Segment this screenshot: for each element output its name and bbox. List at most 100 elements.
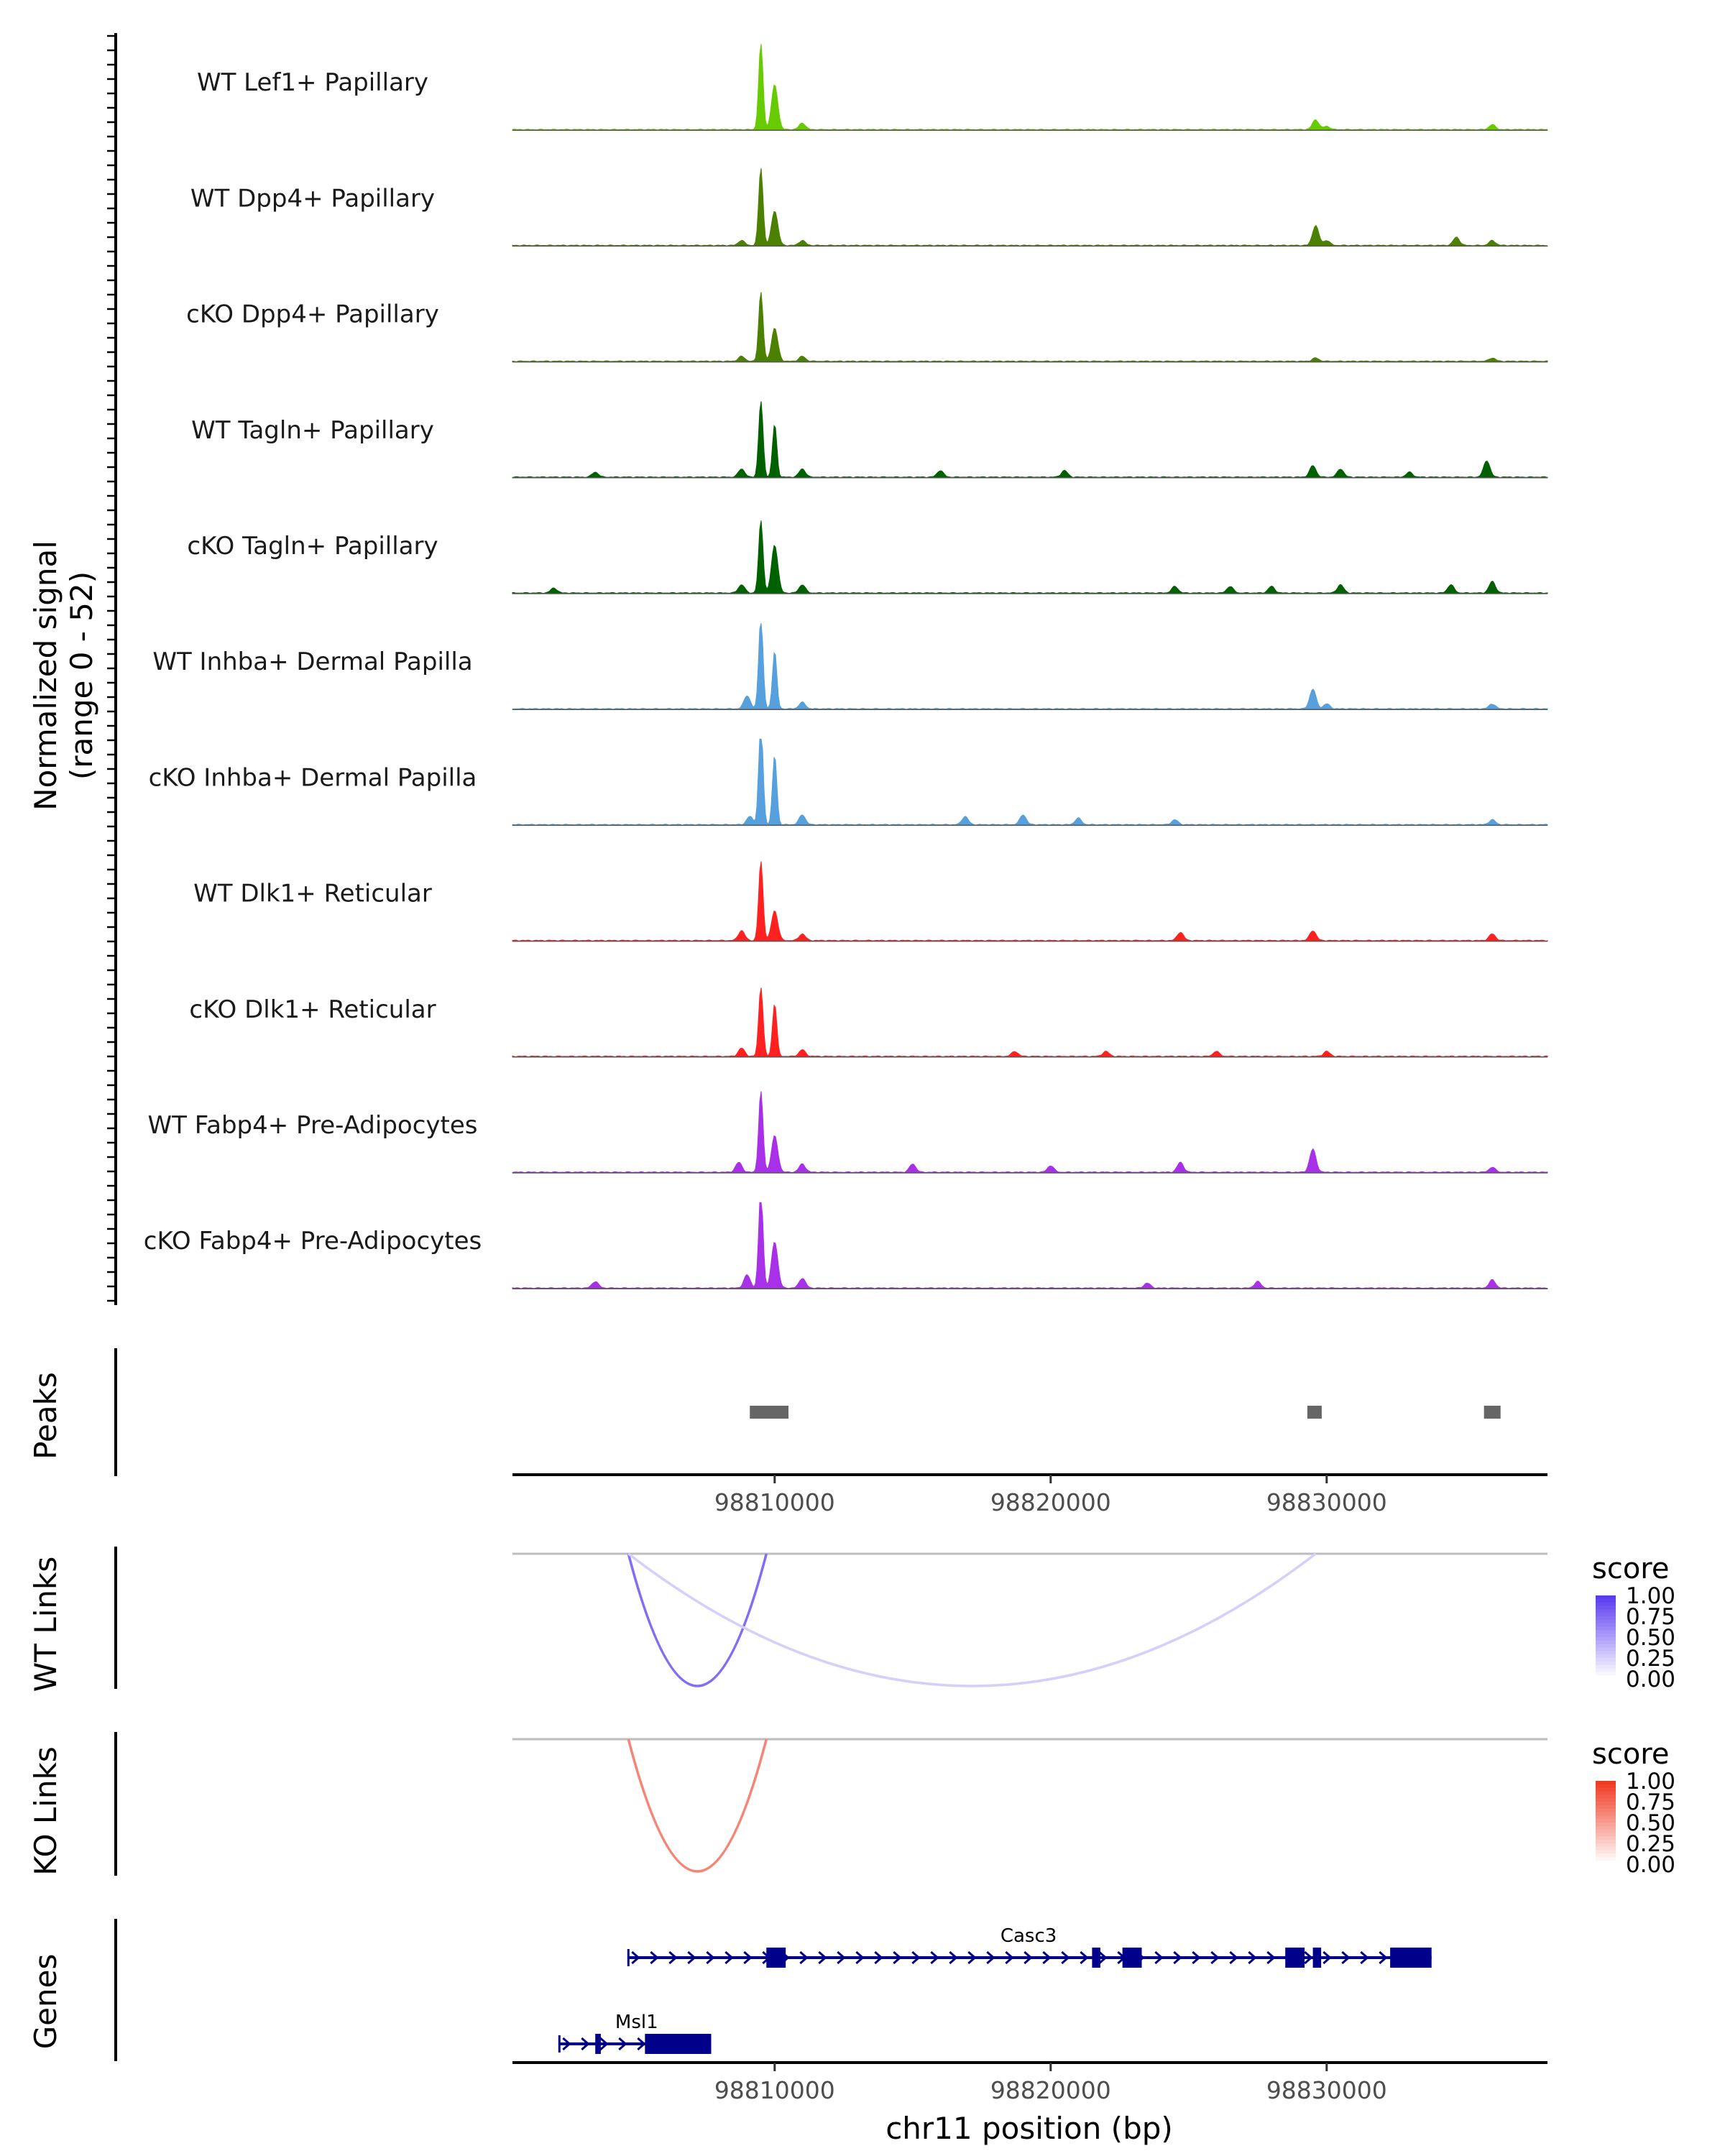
coverage-area [512, 623, 1548, 710]
legend-gradient-step [1596, 1661, 1616, 1666]
x-tick-label: 98820000 [990, 2076, 1111, 2104]
coverage-area [512, 738, 1548, 826]
coverage-track-label: WT Lef1+ Papillary [197, 68, 428, 97]
legend-title: score [1592, 1738, 1669, 1771]
coverage-track-label: WT Inhba+ Dermal Papilla [152, 648, 472, 676]
coverage-track-label: cKO Dlk1+ Reticular [189, 995, 436, 1024]
coverage-track: cKO Dpp4+ Papillary [186, 292, 1548, 363]
gene-strand-arrow [724, 1950, 734, 1965]
coverage-track-label: cKO Inhba+ Dermal Papilla [149, 763, 477, 792]
link-arc [627, 1552, 1317, 1687]
peak-region [1307, 1406, 1322, 1419]
coverage-area [512, 292, 1548, 363]
legend-gradient-step [1596, 1833, 1616, 1838]
coverage-area [512, 861, 1548, 942]
legend-tick-label: 0.25 [1626, 1646, 1675, 1672]
gene-strand-arrow [1173, 1950, 1182, 1965]
gene-strand-arrow [1341, 1950, 1351, 1965]
genes-y-label: Genes [28, 1954, 63, 2050]
coverage-area [512, 44, 1548, 131]
coverage-track-label: WT Dpp4+ Papillary [190, 184, 435, 213]
gene-strand-arrow [562, 2037, 571, 2051]
gene-strand-arrow [1024, 1950, 1033, 1965]
legend-gradient-step [1596, 1829, 1616, 1834]
coverage-track-label: cKO Fabp4+ Pre-Adipocytes [144, 1227, 482, 1256]
gene-exon [1390, 1948, 1432, 1968]
coverage-track: WT Tagln+ Papillary [191, 401, 1548, 479]
gene-exon [645, 2034, 712, 2054]
legend-title: score [1592, 1552, 1669, 1585]
link-arc [627, 1738, 768, 1873]
legend-tick-label: 0.50 [1626, 1625, 1675, 1651]
gene-strand-arrow [1304, 1950, 1313, 1965]
legend-gradient-step [1596, 1784, 1616, 1789]
legend-gradient-step [1596, 1819, 1616, 1823]
legend-gradient-step [1596, 1634, 1616, 1638]
ko-links-panel [114, 1732, 1547, 1876]
legend-gradient-step [1596, 1598, 1616, 1603]
legend-gradient-step [1596, 1616, 1616, 1621]
legend-gradient-step [1596, 1654, 1616, 1659]
legend-gradient-step [1596, 1595, 1616, 1600]
gene-strand-arrow [1005, 1950, 1014, 1965]
genes-panel: Casc3 Msl1 [114, 1919, 1432, 2061]
coverage-track-label: cKO Dpp4+ Papillary [186, 300, 439, 329]
link-arc [627, 1553, 768, 1687]
legend-gradient-step [1596, 1843, 1616, 1848]
ko-links-y-label: KO Links [28, 1746, 63, 1876]
coverage-area [512, 401, 1548, 479]
legend-gradient-step [1596, 1606, 1616, 1611]
gene-strand-arrow [1248, 1950, 1257, 1965]
coverage-area [512, 1202, 1548, 1289]
gene-strand-arrow [893, 1950, 902, 1965]
legend-gradient-step [1596, 1857, 1616, 1861]
wt-links-y-label: WT Links [28, 1557, 63, 1692]
legend-gradient-step [1596, 1798, 1616, 1802]
legend-gradient-step [1596, 1664, 1616, 1669]
gene-model: Msl1 [558, 2012, 712, 2054]
legend-gradient-step [1596, 1823, 1616, 1827]
legend-gradient-step [1596, 1795, 1616, 1799]
gene-strand-arrow [650, 1950, 659, 1965]
legend-gradient-step [1596, 1619, 1616, 1624]
coverage-track: WT Fabp4+ Pre-Adipocytes [148, 1091, 1548, 1174]
coverage-track-label: cKO Tagln+ Papillary [187, 532, 438, 561]
legend-gradient-step [1596, 1675, 1616, 1680]
legend-gradient-step [1596, 1672, 1616, 1676]
gene-strand-arrow [1154, 1950, 1164, 1965]
peaks-y-label: Peaks [28, 1372, 63, 1460]
peaks-x-axis: 98810000 98820000 98830000 [512, 1473, 1547, 1516]
peak-region [750, 1406, 788, 1419]
gene-strand-arrow [1061, 1950, 1070, 1965]
gene-strand-arrow [818, 1950, 827, 1965]
legend-gradient-step [1596, 1644, 1616, 1649]
gene-exon [595, 2034, 601, 2054]
gene-strand-arrow [930, 1950, 939, 1965]
coverage-area [512, 168, 1548, 247]
gene-strand-arrow [986, 1950, 995, 1965]
legend-gradient-step [1596, 1812, 1616, 1817]
gene-exon [766, 1948, 786, 1968]
coverage-track: cKO Inhba+ Dermal Papilla [149, 738, 1548, 826]
coverage-track: cKO Fabp4+ Pre-Adipocytes [144, 1202, 1548, 1289]
gene-strand-arrow [799, 1950, 809, 1965]
gene-strand-arrow [581, 2037, 590, 2051]
peaks-panel [114, 1348, 1501, 1476]
gene-strand-arrow [1266, 1950, 1276, 1965]
coverage-area [512, 987, 1548, 1058]
coverage-panel: WT Lef1+ Papillary WT Dpp4+ Papillary cKO … [107, 33, 1548, 1305]
wt-links-panel [114, 1547, 1547, 1689]
legend-gradient-step [1596, 1791, 1616, 1796]
legend-gradient-step [1596, 1805, 1616, 1810]
gene-strand-arrow [706, 1950, 715, 1965]
gene-model: Casc3 [627, 1925, 1432, 1968]
x-tick-label: 98810000 [714, 1488, 835, 1516]
legend-gradient-step [1596, 1658, 1616, 1662]
coverage-track: WT Dpp4+ Papillary [190, 168, 1548, 247]
legend-gradient-step [1596, 1623, 1616, 1628]
coverage-track-label: WT Tagln+ Papillary [191, 416, 434, 445]
legend-gradient-step [1596, 1850, 1616, 1855]
legend-gradient-step [1596, 1626, 1616, 1631]
